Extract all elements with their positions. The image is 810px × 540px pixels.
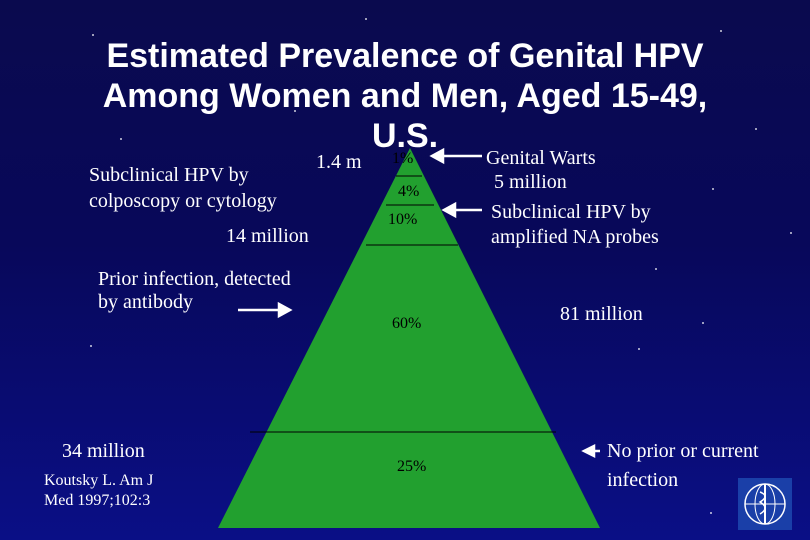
no-infection-line-2: infection [607, 469, 679, 491]
star [710, 512, 712, 514]
star [615, 103, 617, 105]
subclinical-line-1: Subclinical HPV by [89, 164, 249, 186]
arrow-no-infection-head [581, 443, 596, 459]
arrow-prior-infection-head [277, 301, 293, 319]
pct-4: 4% [398, 183, 420, 200]
pct-top: 1% [392, 150, 414, 167]
star [92, 34, 94, 36]
genital-warts-count: 5 million [494, 171, 567, 193]
no-infection-line-1: No prior or current [607, 440, 759, 462]
subclinical-line-2: colposcopy or cytology [89, 190, 277, 212]
pct-10: 10% [388, 211, 418, 228]
pct-60: 60% [392, 315, 422, 332]
genital-warts-label: Genital Warts [486, 147, 596, 169]
amplified-line-2: amplified NA probes [491, 226, 659, 248]
slide-title: Estimated Prevalence of Genital HPV Amon… [0, 36, 810, 156]
star [90, 345, 92, 347]
star [720, 30, 722, 32]
star [365, 18, 367, 20]
star [755, 128, 757, 130]
star [712, 188, 714, 190]
total-count: 81 million [560, 303, 643, 325]
title-line-1: Estimated Prevalence of Genital HPV [106, 37, 704, 75]
citation-line-1: Koutsky L. Am J [44, 472, 154, 489]
top-count: 1.4 m [316, 151, 362, 173]
prior-line-2: by antibody [98, 291, 193, 313]
citation-line-2: Med 1997;102:3 [44, 492, 151, 509]
pyramid-shape [218, 148, 600, 528]
bottom-count: 34 million [62, 440, 145, 462]
prior-line-1: Prior infection, detected [98, 268, 291, 290]
star [790, 232, 792, 234]
no-infection-label: No prior or current infection [607, 440, 759, 492]
star [638, 348, 640, 350]
star [294, 110, 296, 112]
star [702, 322, 704, 324]
citation: Koutsky L. Am J Med 1997;102:3 [44, 471, 153, 511]
star [120, 138, 122, 140]
title-line-2: Among Women and Men, Aged 15-49, [102, 77, 708, 115]
amplified-label: Subclinical HPV by amplified NA probes [491, 201, 659, 249]
who-logo-icon [738, 478, 792, 530]
prior-infection-label: Prior infection, detected by antibody [98, 268, 291, 314]
amplified-line-1: Subclinical HPV by [491, 201, 651, 223]
subclinical-count: 14 million [226, 225, 309, 247]
pct-25: 25% [397, 458, 427, 475]
star [655, 268, 657, 270]
arrow-amplified-head [441, 201, 457, 219]
subclinical-label: Subclinical HPV by colposcopy or cytolog… [89, 164, 277, 213]
title-line-3: U.S. [371, 117, 439, 155]
arrow-genital-warts-head [429, 147, 445, 165]
